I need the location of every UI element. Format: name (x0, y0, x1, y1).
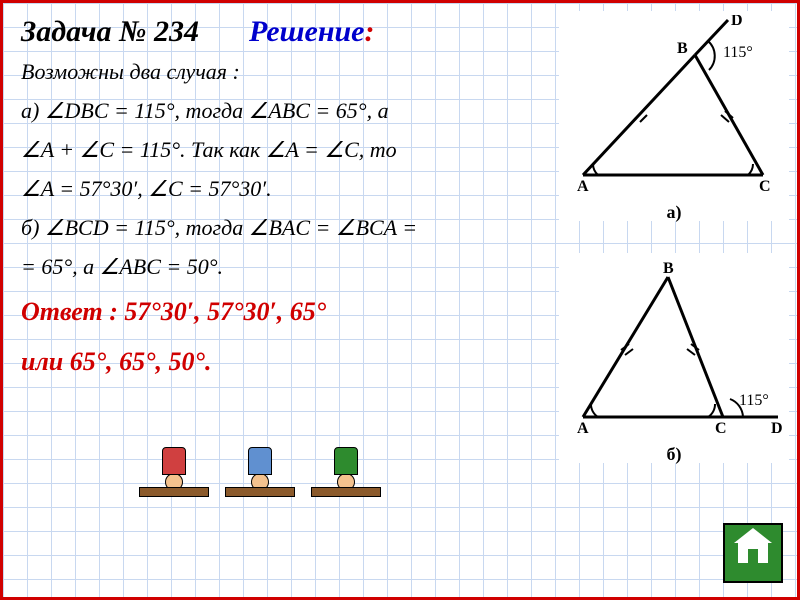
solution-colon: : (364, 15, 374, 48)
vertex-d-label: D (731, 15, 743, 29)
diagram-a-label: а) (563, 202, 785, 223)
diagram-b-label: б) (563, 444, 785, 465)
main-frame: Задача № 234 Решение: Возможны два случа… (0, 0, 800, 600)
student-1 (139, 473, 209, 497)
vertex-c-label: C (759, 178, 771, 195)
vertex-b-label: B (677, 40, 688, 57)
diagram-a: A C B D 115° а) (559, 11, 789, 221)
home-icon (738, 543, 768, 563)
vertex-a-label: A (577, 178, 589, 195)
solution-word: Решение (249, 15, 365, 48)
student-2 (225, 473, 295, 497)
students-illustration (133, 473, 387, 502)
solution-title: Решение: (249, 15, 375, 49)
vertex-d-label-b: D (771, 420, 783, 437)
angle-115-a: 115° (723, 44, 753, 61)
diagram-b: A C D B 115° б) (559, 253, 789, 463)
task-title: Задача № 234 (21, 15, 199, 49)
student-3 (311, 473, 381, 497)
angle-115-b: 115° (739, 392, 769, 409)
triangle-b-svg: A C D B 115° (563, 257, 785, 437)
vertex-c-label-b: C (715, 420, 727, 437)
vertex-a-label-b: A (577, 420, 589, 437)
triangle-a-svg: A C B D 115° (563, 15, 785, 195)
home-button[interactable] (723, 523, 783, 583)
vertex-b-label-b: B (663, 260, 674, 277)
